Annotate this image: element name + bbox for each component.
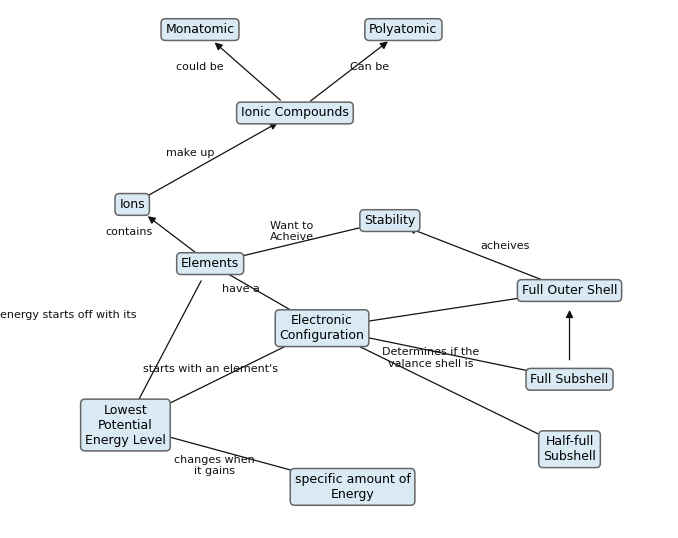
Text: starts with an element's: starts with an element's	[142, 364, 278, 373]
Text: Monatomic: Monatomic	[165, 23, 235, 36]
Text: Ions: Ions	[119, 198, 145, 211]
Text: Half-full
Subshell: Half-full Subshell	[543, 435, 596, 463]
Text: acheives: acheives	[481, 242, 530, 251]
Text: contains: contains	[105, 228, 153, 237]
Text: Full Subshell: Full Subshell	[530, 373, 609, 386]
Text: specific amount of
Energy: specific amount of Energy	[295, 473, 410, 501]
Text: Polyatomic: Polyatomic	[370, 23, 437, 36]
Text: energy starts off with its: energy starts off with its	[0, 310, 136, 320]
Text: changes when
it gains: changes when it gains	[174, 455, 255, 476]
Text: Elements: Elements	[181, 257, 239, 270]
Text: Stability: Stability	[364, 214, 416, 227]
Text: Can be: Can be	[350, 62, 389, 72]
Text: Ionic Compounds: Ionic Compounds	[241, 107, 349, 119]
Text: Full Outer Shell: Full Outer Shell	[522, 284, 617, 297]
Text: Want to
Acheive: Want to Acheive	[269, 221, 314, 242]
Text: Determines if the
valance shell is: Determines if the valance shell is	[382, 347, 479, 369]
Text: have a: have a	[222, 285, 260, 294]
Text: Lowest
Potential
Energy Level: Lowest Potential Energy Level	[85, 404, 166, 447]
Text: could be: could be	[176, 62, 224, 72]
Text: make up: make up	[165, 148, 214, 158]
Text: Electronic
Configuration: Electronic Configuration	[279, 314, 365, 342]
